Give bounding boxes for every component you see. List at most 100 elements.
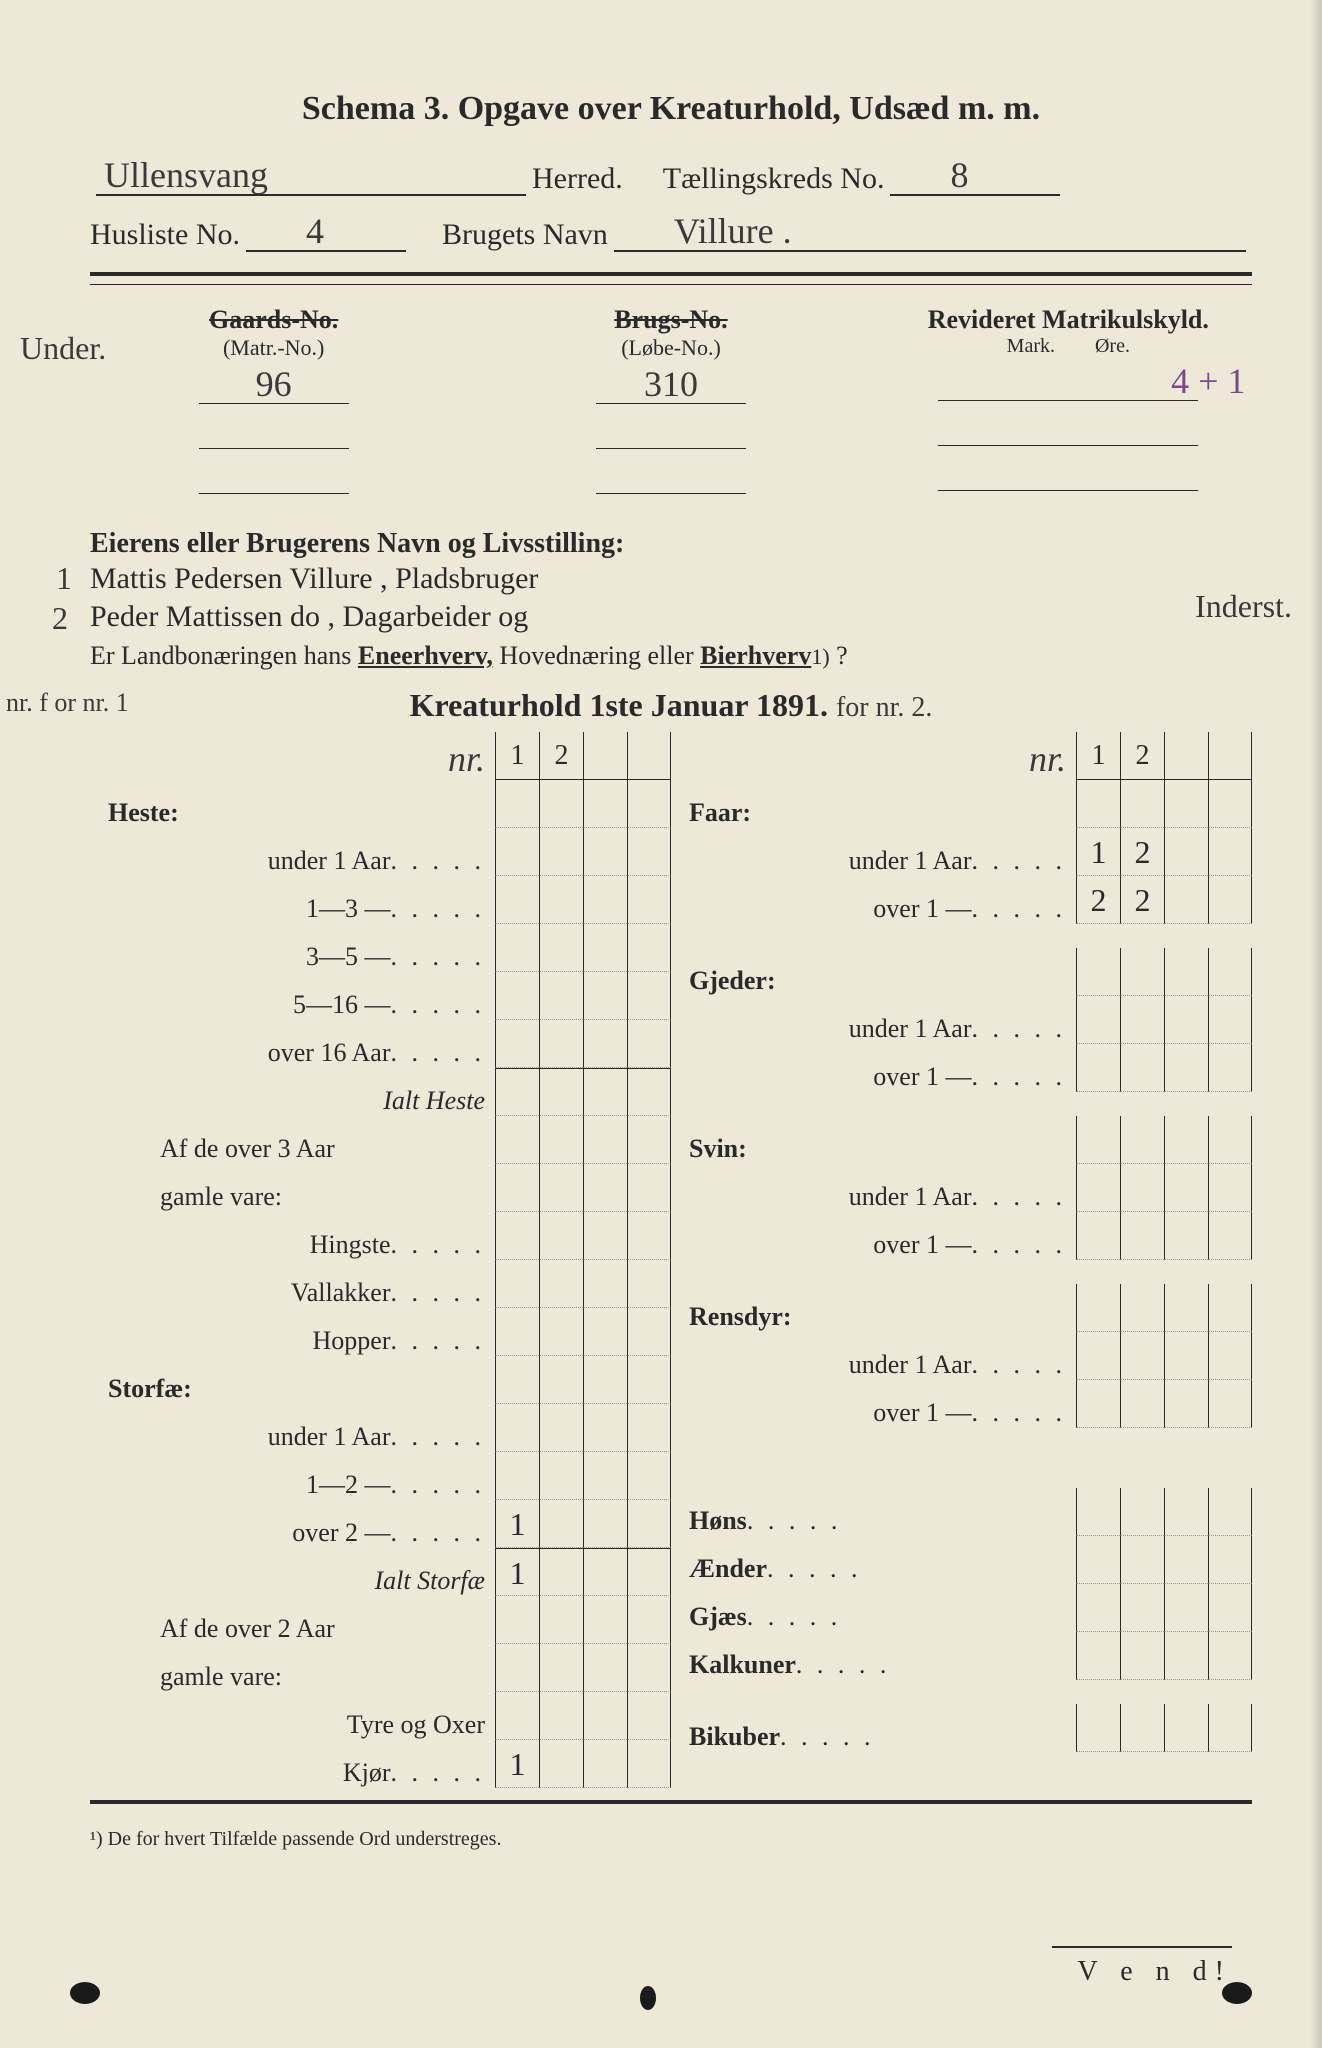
af3: Af de over 3 Aar: [90, 1134, 495, 1164]
hole-left: [70, 1982, 100, 2004]
rensdyr-u1: under 1 Aar: [849, 1350, 972, 1379]
faar-u1-v2: 2: [1120, 828, 1164, 876]
matr-value: 96: [199, 363, 349, 405]
tyre: Tyre og Oxer: [347, 1710, 485, 1739]
faar-o1: over 1 —: [873, 894, 971, 923]
kreatur-heading: Kreaturhold 1ste Januar 1891. for nr. 2.: [90, 687, 1252, 724]
faar-o1-v1: 2: [1076, 876, 1120, 924]
heste-13: 1—3 —: [306, 894, 391, 923]
kjor-v1: 1: [495, 1740, 539, 1788]
hingste: Hingste: [310, 1230, 391, 1259]
tkreds-label: Tællingskreds No.: [663, 162, 885, 196]
rensdyr-o1: over 1 —: [873, 1398, 971, 1427]
hole-right: [1222, 1982, 1252, 2004]
gjeder-o1: over 1 —: [873, 1062, 971, 1091]
faar-o1-v2: 2: [1120, 876, 1164, 924]
vend-rule: [1052, 1946, 1232, 1948]
heste-35: 3—5 —: [306, 942, 391, 971]
husliste-value: 4: [306, 210, 324, 252]
owner-sup: 1): [811, 644, 829, 669]
svin-u1: under 1 Aar: [849, 1182, 972, 1211]
owner-line2: Peder Mattissen do , Dagarbeider og: [90, 598, 1252, 636]
herred-label: Herred.: [532, 162, 623, 196]
ialt-heste: Ialt Heste: [90, 1086, 495, 1116]
vallakker: Vallakker: [291, 1278, 391, 1307]
rule-top-thin: [90, 284, 1252, 285]
hdr-r2: 2: [1120, 732, 1164, 780]
rule-top: [90, 272, 1252, 276]
margin-nrfornr: nr. f or nr. 1: [6, 688, 129, 718]
hons: Høns: [689, 1506, 747, 1535]
owner-q: Er Landbonæringen hans: [90, 641, 351, 670]
owner-block: Eierens eller Brugerens Navn og Livsstil…: [90, 528, 1252, 671]
kalkuner: Kalkuner: [689, 1650, 796, 1679]
herred-value: Ullensvang: [104, 154, 268, 196]
rule-bottom: [90, 1800, 1252, 1804]
hdr-l1: 1: [495, 732, 539, 780]
hole-mid: [640, 1986, 656, 2010]
tally-area: nr. 1 2 Heste: under 1 Aar 1—3 — 3—5 — 5…: [90, 732, 1252, 1788]
gaards-label: Gaards-No.: [90, 305, 457, 335]
matrikul-headers: Gaards-No. (Matr.-No.) 96 Brugs-No. (Løb…: [90, 305, 1252, 502]
ialt-storfae: Ialt Storfæ: [90, 1566, 495, 1596]
owner-line1: Mattis Pedersen Villure , Pladsbruger: [90, 560, 1252, 598]
grp-svin: Svin:: [671, 1134, 1076, 1164]
margin-inderst: Inderst.: [1195, 588, 1292, 625]
census-form-page: Under. 1 2 nr. f or nr. 1 Inderst. Schem…: [0, 0, 1322, 2048]
gjeder-u1: under 1 Aar: [849, 1014, 972, 1043]
hdr-r1: 1: [1076, 732, 1120, 780]
ialt-storfae-v1: 1: [495, 1548, 539, 1596]
margin-under: Under.: [20, 330, 106, 367]
hdr-l2: 2: [539, 732, 583, 780]
svin-o1: over 1 —: [873, 1230, 971, 1259]
form-title: Schema 3. Opgave over Kreaturhold, Udsæd…: [90, 90, 1252, 128]
matr-label: (Matr.-No.): [90, 335, 457, 361]
husliste-label: Husliste No.: [90, 218, 240, 252]
storfae-o2: over 2 —: [292, 1518, 390, 1547]
gamle2: gamle vare:: [90, 1662, 495, 1692]
tally-right: nr. 1 2 Faar: under 1 Aar12 over 1 —22 G…: [671, 732, 1252, 1788]
grp-faar: Faar:: [671, 798, 1076, 828]
heste-o16: over 16 Aar: [268, 1038, 391, 1067]
mark-label: Mark.: [1007, 335, 1055, 358]
col-nr-right: nr.: [1029, 739, 1066, 779]
heste-u1: under 1 Aar: [268, 846, 391, 875]
bikuber: Bikuber: [689, 1722, 780, 1751]
rev-label: Revideret Matrikulskyld.: [885, 305, 1252, 335]
brugets-label: Brugets Navn: [442, 218, 608, 252]
owner-bi: Bierhverv: [700, 641, 811, 670]
brugets-value: Villure .: [674, 210, 792, 252]
gamle: gamle vare:: [90, 1182, 495, 1212]
lobe-value: 310: [596, 363, 746, 405]
tkreds-value: 8: [950, 154, 968, 196]
footnote: ¹) De for hvert Tilfælde passende Ord un…: [90, 1828, 1252, 1851]
ore-label: Øre.: [1095, 335, 1130, 358]
owner-ene: Eneerhverv,: [358, 641, 493, 670]
kreatur-label: Kreaturhold 1ste Januar 1891.: [410, 687, 828, 723]
brugs-label: Brugs-No.: [487, 305, 854, 335]
margin-one: 1: [56, 560, 72, 597]
kjor: Kjør: [343, 1758, 391, 1787]
faar-u1-v1: 1: [1076, 828, 1120, 876]
row-husliste: Husliste No. 4 Brugets Navn Villure .: [90, 214, 1252, 252]
vend: V e n d!: [1078, 1956, 1232, 1988]
tally-left: nr. 1 2 Heste: under 1 Aar 1—3 — 3—5 — 5…: [90, 732, 671, 1788]
owner-qmark: ?: [836, 641, 848, 670]
row-herred: Ullensvang Herred. Tællingskreds No. 8: [90, 158, 1252, 196]
aender: Ænder: [689, 1554, 767, 1583]
owner-heading: Eierens eller Brugerens Navn og Livsstil…: [90, 528, 1252, 560]
lobe-label: (Løbe-No.): [487, 335, 854, 361]
storfae-u1: under 1 Aar: [268, 1422, 391, 1451]
grp-heste: Heste:: [90, 798, 495, 828]
faar-u1: under 1 Aar: [849, 846, 972, 875]
storfae-o2-v1: 1: [495, 1500, 539, 1548]
rev-value: 4 + 1: [1078, 360, 1322, 402]
heste-516: 5—16 —: [293, 990, 391, 1019]
grp-gjeder: Gjeder:: [671, 966, 1076, 996]
grp-storfae: Storfæ:: [90, 1374, 495, 1404]
hopper: Hopper: [313, 1326, 391, 1355]
grp-rensdyr: Rensdyr:: [671, 1302, 1076, 1332]
storfae-12: 1—2 —: [306, 1470, 391, 1499]
margin-two: 2: [52, 600, 68, 637]
col-nr-left: nr.: [448, 739, 485, 779]
